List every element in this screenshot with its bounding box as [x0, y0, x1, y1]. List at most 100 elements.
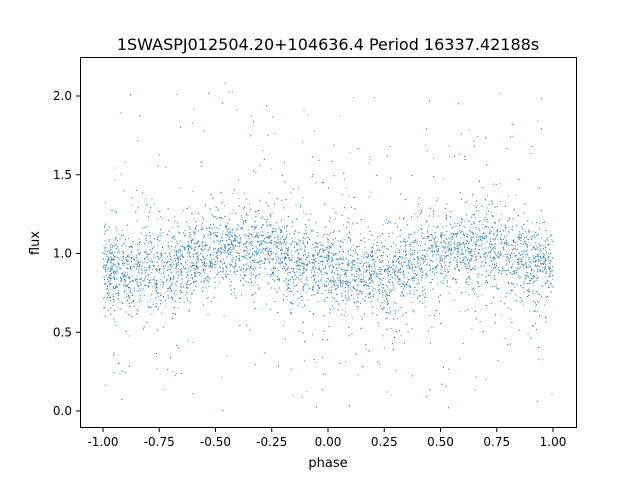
data-point — [505, 227, 507, 229]
data-point — [291, 251, 293, 253]
data-point — [295, 261, 297, 263]
data-point — [344, 207, 345, 209]
data-point — [371, 256, 373, 258]
data-point — [204, 248, 206, 250]
data-point — [211, 266, 213, 268]
data-point — [384, 239, 386, 241]
data-point — [409, 285, 411, 287]
data-point — [545, 240, 547, 242]
data-point — [249, 211, 251, 213]
data-point — [523, 249, 525, 251]
data-point — [341, 268, 342, 270]
data-point — [463, 259, 465, 261]
data-point — [538, 260, 540, 262]
data-point — [236, 252, 238, 254]
data-point — [439, 263, 441, 265]
data-point — [154, 203, 156, 205]
data-point — [129, 246, 131, 248]
data-point — [325, 248, 327, 250]
data-point — [136, 282, 138, 284]
data-point — [521, 263, 523, 265]
data-point — [387, 223, 389, 225]
data-point — [201, 243, 203, 245]
data-point — [278, 270, 279, 272]
data-point — [281, 175, 283, 176]
data-point — [474, 389, 476, 391]
data-point — [418, 210, 420, 212]
data-point — [116, 270, 118, 272]
data-point — [387, 270, 389, 272]
data-point — [116, 287, 118, 288]
data-point — [343, 239, 345, 241]
data-point — [244, 246, 246, 248]
data-point — [487, 227, 489, 229]
data-point — [153, 253, 155, 255]
data-point — [376, 275, 378, 277]
data-point — [500, 201, 502, 203]
data-point — [305, 230, 307, 231]
data-point — [429, 207, 431, 209]
data-point — [112, 259, 114, 260]
data-point — [111, 210, 113, 211]
data-point — [122, 302, 124, 304]
data-point — [519, 260, 521, 262]
data-point — [259, 243, 261, 245]
data-point — [341, 314, 343, 316]
data-point — [357, 254, 358, 256]
data-point — [385, 247, 387, 249]
data-point — [476, 236, 477, 238]
data-point — [350, 239, 352, 241]
data-point — [143, 279, 145, 281]
data-point — [498, 266, 500, 268]
data-point — [262, 262, 264, 264]
data-point — [268, 282, 270, 284]
data-point — [150, 249, 151, 251]
data-point — [143, 289, 145, 291]
data-point — [545, 276, 547, 278]
data-point — [271, 212, 273, 214]
data-point — [541, 270, 543, 272]
data-point — [474, 259, 476, 261]
data-point — [220, 191, 222, 193]
data-point — [392, 232, 394, 234]
data-point — [404, 261, 406, 263]
data-point — [134, 305, 135, 307]
data-point — [152, 279, 154, 281]
data-point — [139, 238, 140, 240]
data-point — [312, 262, 314, 264]
data-point — [163, 326, 165, 328]
data-point — [156, 283, 158, 285]
data-point — [421, 232, 423, 234]
data-point — [420, 210, 422, 212]
data-point — [480, 266, 482, 268]
data-point — [228, 244, 230, 246]
data-point — [335, 218, 336, 220]
data-point — [527, 238, 529, 240]
data-point — [233, 209, 235, 211]
data-point — [552, 275, 554, 276]
data-point — [303, 110, 305, 112]
data-point — [418, 268, 420, 270]
data-point — [146, 269, 148, 271]
data-point — [464, 310, 466, 312]
data-point — [509, 261, 511, 263]
data-point — [536, 280, 538, 282]
data-point — [112, 276, 114, 278]
data-point — [254, 276, 256, 278]
data-point — [138, 264, 140, 266]
data-point — [537, 276, 539, 278]
data-point — [116, 269, 118, 271]
data-point — [183, 301, 185, 303]
data-point — [315, 362, 317, 364]
data-point — [450, 253, 452, 255]
data-point — [424, 296, 425, 298]
data-point — [460, 262, 462, 264]
data-point — [467, 243, 469, 244]
data-point — [278, 258, 280, 259]
data-point — [240, 241, 242, 243]
data-point — [215, 216, 217, 218]
data-point — [257, 284, 259, 286]
data-point — [141, 232, 142, 234]
data-point — [404, 239, 406, 240]
data-point — [345, 280, 347, 282]
